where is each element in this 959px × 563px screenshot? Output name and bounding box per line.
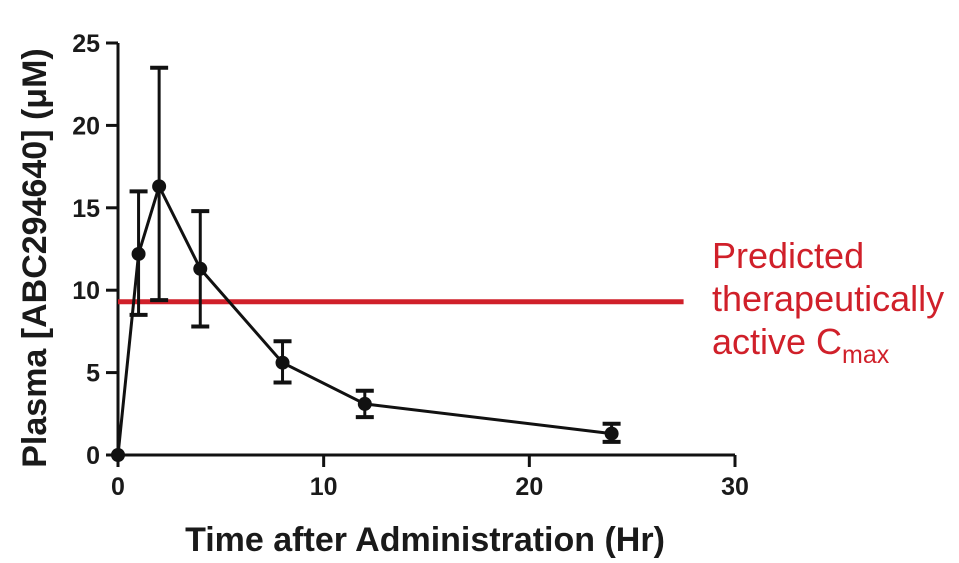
axes: 0 5 10 15 20 25 0 10 20 30 [72, 30, 749, 501]
reference-label-line: therapeutically [712, 278, 944, 319]
reference-label-line: active Cmax [712, 321, 890, 369]
data-point [604, 426, 619, 441]
data-point [357, 396, 372, 411]
y-tick-label: 25 [72, 30, 100, 58]
data-point [152, 179, 167, 194]
x-tick-label: 20 [515, 473, 543, 501]
data-point [275, 355, 290, 370]
data-point [131, 246, 146, 261]
reference-label-subscript: max [842, 341, 890, 369]
data-series [111, 179, 619, 462]
x-axis-label: Time after Administration (Hr) [185, 521, 665, 559]
y-tick-label: 20 [72, 112, 100, 140]
error-bars [129, 65, 621, 444]
y-tick-label: 0 [86, 442, 100, 470]
x-tick-label: 10 [310, 473, 338, 501]
y-axis-label: Plasma [ABC294640] (μM) [16, 48, 54, 468]
reference-label-line: Predicted [712, 235, 864, 276]
data-point [193, 261, 208, 276]
x-tick-label: 30 [721, 473, 749, 501]
x-tick-label: 0 [111, 473, 125, 501]
y-tick-label: 15 [72, 195, 100, 223]
y-tick-label: 10 [72, 277, 100, 305]
y-tick-label: 5 [86, 360, 100, 388]
data-point [111, 448, 125, 462]
